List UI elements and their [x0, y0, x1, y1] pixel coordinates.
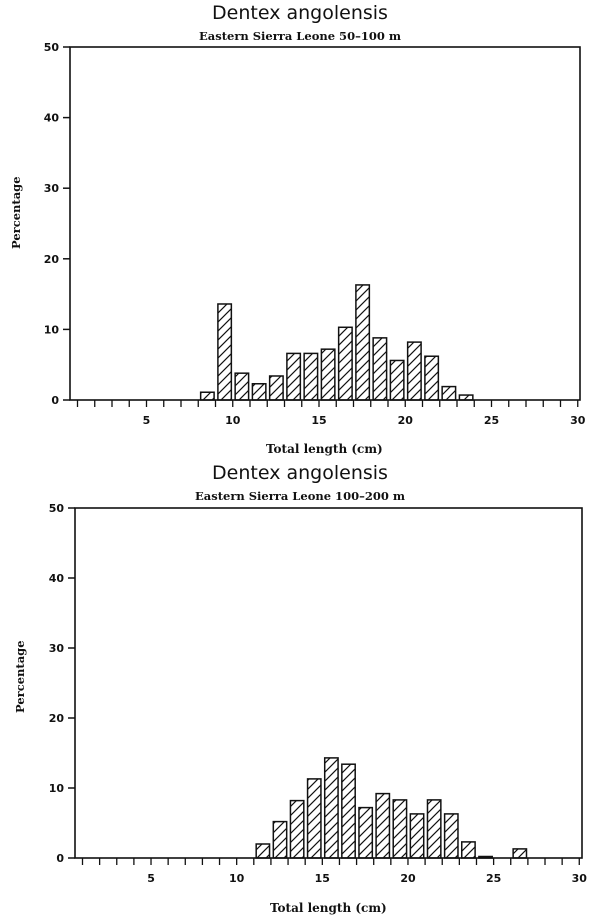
chart-subtitle: Eastern Sierra Leone 50–100 m [199, 29, 401, 43]
x-tick-label: 25 [486, 872, 501, 885]
histogram-bar [392, 799, 408, 859]
chart-panel-50-100m: Dentex angolensis Eastern Sierra Leone 5… [9, 2, 586, 456]
histogram-bar [286, 352, 302, 401]
y-tick-label: 20 [44, 253, 60, 266]
x-tick-label: 5 [143, 414, 151, 427]
y-tick-label: 40 [44, 112, 60, 125]
histogram-bar [372, 337, 388, 401]
y-axis-label: Percentage [9, 176, 23, 249]
histogram-bar [199, 391, 215, 401]
x-axis-label: Total length (cm) [266, 442, 383, 456]
plot-frame [69, 46, 581, 401]
histogram-bar [478, 855, 493, 859]
x-tick-label: 15 [315, 872, 330, 885]
chart-subtitle: Eastern Sierra Leone 100–200 m [195, 489, 405, 503]
histogram-bar [460, 841, 476, 859]
histogram-bar [426, 799, 442, 859]
x-tick-label: 25 [484, 414, 499, 427]
x-tick-label: 10 [229, 872, 245, 885]
histogram-bar [458, 394, 474, 401]
x-tick-label: 20 [400, 872, 416, 885]
y-tick-label: 0 [56, 852, 64, 865]
histogram-bar [443, 813, 459, 859]
histogram-bar [441, 385, 457, 401]
bar-chart-plot: 0 10 20 30 40 50 5 10 15 20 25 30 [49, 502, 588, 885]
y-tick-label: 10 [49, 782, 65, 795]
chart-title: Dentex angolensis [212, 2, 388, 24]
bar-chart-plot: 0 10 20 30 40 50 5 10 15 20 25 30 [44, 41, 586, 427]
histogram-bar [320, 348, 336, 401]
histogram-bar [389, 359, 405, 401]
x-axis-label: Total length (cm) [270, 901, 387, 915]
chart-title: Dentex angolensis [212, 462, 388, 484]
histogram-bar [251, 383, 267, 401]
histogram-bar [424, 355, 440, 401]
x-tick-label: 10 [225, 414, 241, 427]
histogram-bar [306, 778, 322, 859]
histogram-bar [409, 813, 425, 859]
histogram-bar [255, 843, 271, 859]
histogram-bar [337, 326, 353, 401]
histogram-bar [234, 372, 250, 401]
x-tick-label: 30 [572, 872, 588, 885]
histogram-bar [268, 375, 284, 401]
y-tick-label: 30 [49, 642, 65, 655]
y-tick-label: 10 [44, 323, 60, 336]
histogram-bar [272, 820, 288, 859]
histogram-bar [355, 284, 371, 401]
histogram-bar [406, 341, 422, 401]
x-tick-label: 20 [398, 414, 414, 427]
y-tick-label: 0 [51, 394, 59, 407]
histogram-bar [323, 757, 339, 859]
histogram-bar [512, 848, 528, 859]
x-tick-label: 30 [570, 414, 586, 427]
histogram-bar [303, 352, 319, 401]
histogram-bar [375, 792, 391, 859]
histogram-bar [289, 799, 305, 859]
y-axis-label: Percentage [13, 640, 27, 713]
y-tick-label: 30 [44, 182, 60, 195]
x-tick-label: 15 [311, 414, 326, 427]
y-tick-label: 50 [49, 502, 65, 515]
y-tick-label: 50 [44, 41, 60, 54]
histogram-bar [341, 763, 356, 859]
histogram-bar [358, 806, 374, 859]
y-tick-label: 40 [49, 572, 65, 585]
histogram-bar [217, 303, 233, 401]
chart-panel-100-200m: Dentex angolensis Eastern Sierra Leone 1… [0, 458, 600, 916]
y-tick-label: 20 [49, 712, 65, 725]
x-tick-label: 5 [147, 872, 155, 885]
